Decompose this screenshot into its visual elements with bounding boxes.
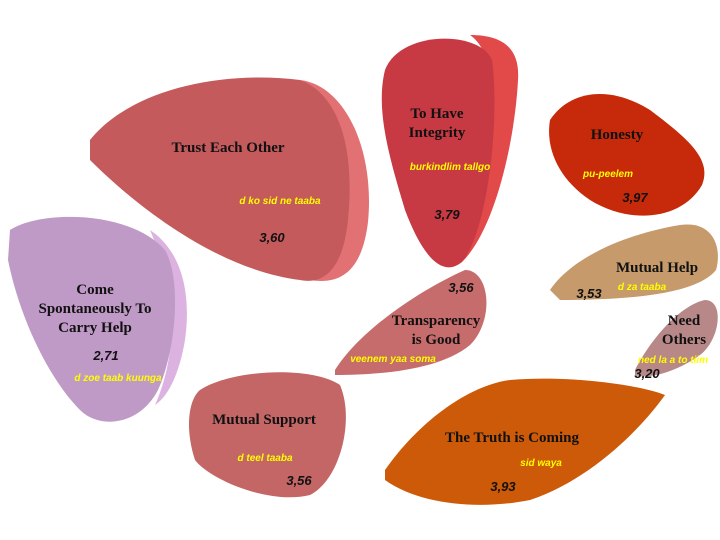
node-value: 3,93 [490, 479, 516, 494]
node-label: Honesty [591, 127, 644, 143]
node-label: Transparency [392, 313, 481, 329]
node-label: is Good [412, 332, 461, 348]
blob [385, 378, 665, 505]
blob [188, 372, 346, 498]
node-translation: d za taaba [618, 282, 667, 293]
labels: Trust Each Other d ko sid ne taaba 3,60 To … [39, 106, 709, 494]
node-label: Mutual Support [212, 412, 316, 428]
node-value: 3,60 [259, 230, 285, 245]
blob [549, 93, 705, 216]
node-translation: pu-peelem [582, 169, 633, 180]
node-translation: d ko sid ne taaba [239, 196, 321, 207]
node-translation: sid waya [520, 458, 562, 469]
node-value: 3,56 [448, 280, 474, 295]
blob [381, 38, 495, 268]
node-translation: veenem yaa soma [350, 354, 436, 365]
node-translation: d teel taaba [237, 453, 292, 464]
node-label: Integrity [409, 125, 466, 141]
node-label: Carry Help [58, 320, 132, 336]
blob [550, 224, 718, 300]
blob-side [150, 230, 187, 405]
node-translation: ned la a to tiim [638, 355, 708, 366]
node-translation: burkindlim tallgo [410, 162, 491, 173]
blob [8, 216, 176, 422]
node-label: Come [76, 282, 114, 298]
node-label: Spontaneously To [39, 301, 152, 317]
node-label: To Have [410, 106, 464, 122]
node-label: Others [662, 332, 706, 348]
node-value: 3,53 [576, 286, 602, 301]
node-label: The Truth is Coming [445, 430, 580, 446]
node-value: 2,71 [92, 348, 118, 363]
node-translation: d zoe taab kuunga [74, 373, 162, 384]
node-label: Need [668, 313, 701, 329]
blob-side [300, 80, 370, 281]
node-label: Mutual Help [616, 260, 698, 276]
blob [90, 77, 350, 281]
node-label: Trust Each Other [171, 140, 284, 156]
node-value: 3,97 [622, 190, 648, 205]
node-value: 3,79 [434, 207, 460, 222]
node-value: 3,56 [286, 473, 312, 488]
node-value: 3,20 [634, 366, 660, 381]
blob [635, 300, 718, 377]
blobs [8, 35, 718, 505]
blob [335, 270, 487, 375]
